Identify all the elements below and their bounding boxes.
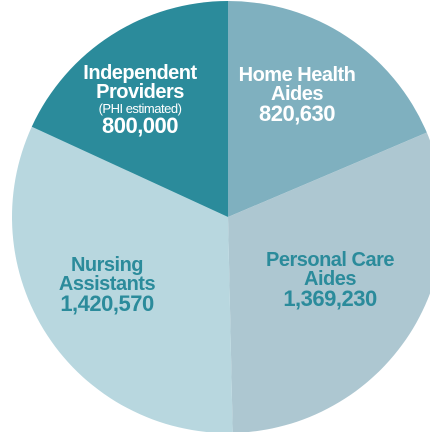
pie-slice [12, 126, 233, 432]
value-label: 800,000 [101, 112, 179, 138]
category-name: Home Health Aides [238, 63, 356, 105]
category-name: Nursing Assistants [58, 253, 156, 295]
value-label: 1,420,570 [60, 290, 154, 316]
slice-label: Nursing Assistants 1,420,570 [42, 253, 172, 316]
category-name: Independent Providers [83, 61, 197, 103]
category-note: (PHI estimated) [98, 100, 182, 116]
pie-slice [228, 132, 430, 432]
category-name: Personal Care Aides [265, 248, 395, 290]
value-label: 1,369,230 [283, 285, 377, 311]
slice-label: Independent Providers (PHI estimated) 800,… [75, 61, 205, 138]
slice-label: Personal Care Aides 1,369,230 [255, 248, 405, 311]
pie-slice [228, 1, 427, 217]
value-label: 820,630 [258, 100, 336, 126]
pie-slice [31, 1, 228, 217]
slice-label: Home Health Aides 820,630 [232, 63, 362, 126]
